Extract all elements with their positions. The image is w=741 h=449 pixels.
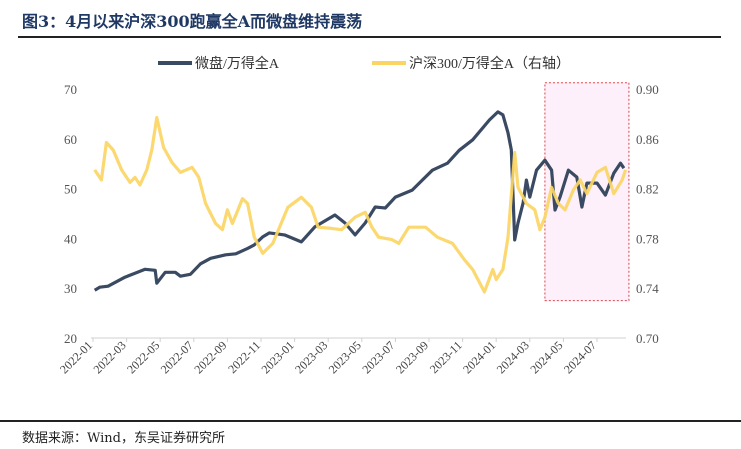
legend-label: 沪深300/万得全A（右轴） (409, 55, 570, 72)
figure-title: 图3：4月以来沪深300跑赢全A而微盘维持震荡 (22, 12, 363, 31)
y-right-tick-label: 0.78 (636, 231, 659, 246)
x-tick-label: 2024-07 (561, 338, 599, 376)
y-left-tick-label: 40 (64, 231, 77, 246)
x-tick-label: 2024-05 (527, 338, 565, 376)
x-tick-label: 2024-01 (460, 338, 498, 376)
y-right-tick-label: 0.90 (636, 82, 659, 97)
x-tick-label: 2023-07 (359, 338, 397, 376)
x-tick-label: 2022-11 (225, 338, 263, 376)
y-right-tick-label: 0.86 (636, 132, 659, 147)
line-chart: 2022-012022-032022-052022-072022-092022-… (57, 55, 659, 376)
x-tick-label: 2022-03 (91, 338, 129, 376)
y-left-tick-label: 30 (64, 281, 77, 296)
y-right-tick-label: 0.74 (636, 281, 659, 296)
y-right-tick-label: 0.70 (636, 331, 659, 346)
x-tick-label: 2022-07 (158, 338, 196, 376)
x-tick-label: 2023-05 (326, 338, 364, 376)
y-left-tick-label: 50 (64, 182, 77, 197)
x-tick-label: 2022-09 (191, 338, 229, 376)
series-line-microcap (93, 110, 626, 292)
x-tick-label: 2023-01 (259, 338, 297, 376)
x-tick-label: 2022-05 (124, 338, 162, 376)
y-left-tick-label: 70 (64, 82, 77, 97)
y-left-tick-label: 60 (64, 132, 77, 147)
footer-divider (0, 420, 741, 422)
legend-label: 微盘/万得全A (195, 55, 280, 72)
y-left-tick-label: 20 (64, 331, 77, 346)
source-note: 数据来源：Wind，东吴证券研究所 (22, 431, 225, 446)
title-divider (18, 36, 721, 38)
x-tick-label: 2023-11 (427, 338, 465, 376)
x-tick-label: 2023-03 (292, 338, 330, 376)
y-right-tick-label: 0.82 (636, 182, 659, 197)
series-line-csi300 (93, 115, 628, 294)
x-tick-label: 2023-09 (393, 338, 431, 376)
x-tick-label: 2024-03 (494, 338, 532, 376)
